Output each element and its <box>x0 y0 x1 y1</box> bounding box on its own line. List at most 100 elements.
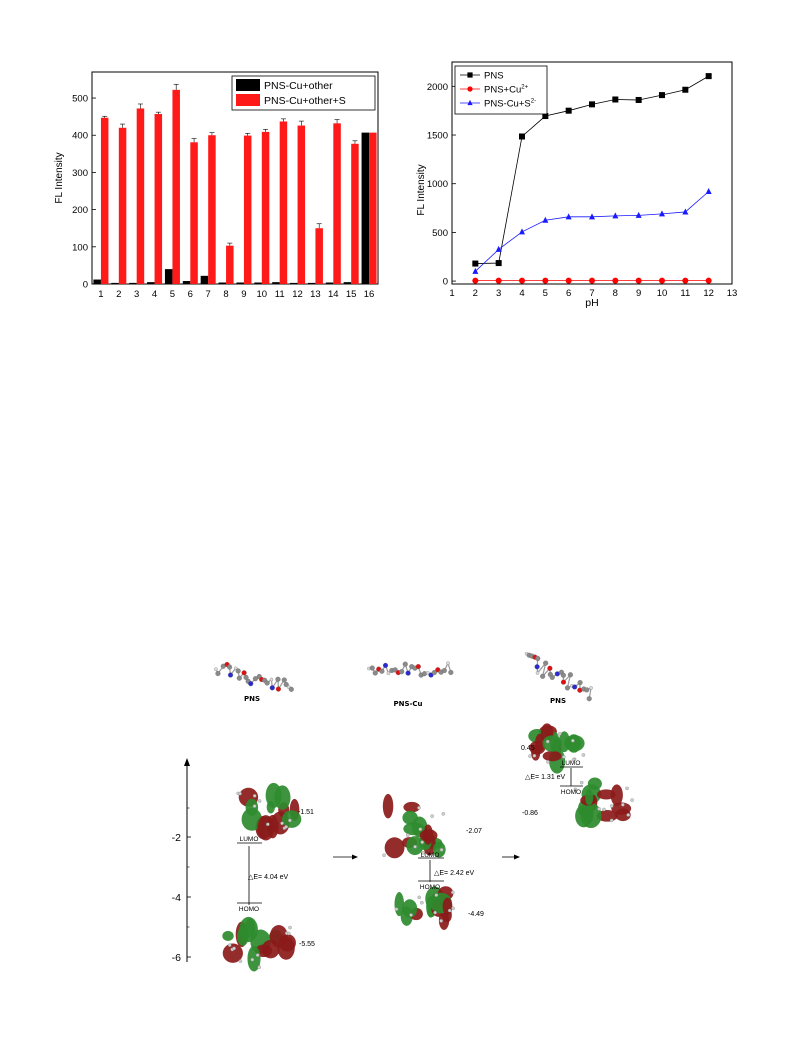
atom <box>609 818 614 823</box>
atom <box>534 664 540 670</box>
data-point <box>612 277 619 284</box>
atom <box>215 670 221 677</box>
orbital-lobe <box>596 810 618 822</box>
pnscu-lumo-value: -2.07 <box>466 828 482 835</box>
atom <box>382 853 386 857</box>
atom <box>379 668 385 674</box>
line-series-group <box>472 73 712 284</box>
data-point <box>519 133 525 140</box>
bar-series-group <box>93 83 377 284</box>
atom <box>288 686 294 692</box>
line-x-tick-label: 8 <box>613 288 618 299</box>
pnscu-homo-value: -4.49 <box>468 911 484 918</box>
atom <box>399 669 405 675</box>
line-x-tick-label: 1 <box>449 288 454 299</box>
orbital-lobe <box>403 822 425 836</box>
orbital-lobe <box>432 841 446 858</box>
atom <box>235 668 241 674</box>
atom <box>528 754 532 758</box>
data-point <box>612 96 619 103</box>
atom <box>394 907 399 911</box>
atom <box>448 669 454 675</box>
orbital-lobe <box>610 784 623 806</box>
energy-level-diagram: -2 -4 -6 PNS PNS-Cu PNS LUMO △E= 4.04 eV L… <box>172 651 634 972</box>
bar <box>93 279 101 284</box>
line-y-tick-label: 1000 <box>427 179 448 190</box>
pns-gap-label: △E= 4.04 eV <box>248 874 289 881</box>
bar-legend-label-black: PNS-Cu+other <box>264 80 333 92</box>
atom <box>546 760 550 764</box>
bar <box>243 135 252 284</box>
pns2-homo-value: -0.86 <box>522 810 538 817</box>
atom <box>264 680 270 686</box>
legend-marker <box>467 86 473 92</box>
molecule-label-pns-1: PNS <box>244 695 260 703</box>
data-point <box>472 277 479 284</box>
bar-plot-frame <box>91 71 379 285</box>
bar-x-tick-label: 16 <box>364 289 375 300</box>
pnscu-gap-label: △E= 2.42 eV <box>434 870 475 877</box>
atom <box>402 661 408 667</box>
atom <box>560 672 566 678</box>
data-point <box>682 86 689 93</box>
bar-y-tick-label: 400 <box>72 131 88 142</box>
molecule-structure <box>214 661 294 692</box>
atom <box>447 908 452 913</box>
series-line <box>475 191 709 272</box>
line-y-axis: 0 500 1000 1500 2000 <box>427 82 456 288</box>
energy-axis-ticks: -2 -4 -6 <box>172 807 191 964</box>
bar <box>226 245 234 284</box>
data-point <box>542 113 549 120</box>
bar-x-tick-label: 3 <box>134 289 139 300</box>
atom <box>549 674 555 680</box>
orbital-lobe <box>580 803 602 829</box>
atom <box>421 671 428 677</box>
bar <box>369 132 377 284</box>
bar <box>129 282 137 284</box>
data-point <box>635 277 642 284</box>
atom <box>558 732 562 736</box>
orbital-lobe <box>394 892 405 917</box>
atom <box>252 794 257 798</box>
line-x-tick-label: 13 <box>727 288 738 299</box>
bar <box>333 123 341 284</box>
atom <box>232 946 236 951</box>
bar <box>208 135 216 284</box>
atom <box>571 738 575 743</box>
bar <box>100 117 109 284</box>
atom <box>589 686 593 690</box>
atom <box>421 851 425 855</box>
atom <box>236 675 242 681</box>
bar <box>136 108 145 284</box>
orbital-lobe <box>239 916 258 943</box>
bar <box>351 143 359 284</box>
data-point <box>659 210 665 217</box>
pns-homo-label: HOMO <box>239 906 259 913</box>
orbital-lobe <box>587 777 602 790</box>
bar <box>297 125 306 284</box>
orbital-lobe <box>384 837 405 859</box>
atom <box>257 965 261 969</box>
bar <box>190 142 198 284</box>
atom <box>417 806 421 810</box>
data-point <box>472 260 479 267</box>
atom <box>238 791 242 796</box>
data-point <box>682 208 689 215</box>
orbital-images <box>222 723 634 972</box>
atom <box>602 807 606 812</box>
atom <box>386 671 391 675</box>
atom <box>609 804 614 808</box>
atom <box>255 953 260 957</box>
atom <box>266 822 270 827</box>
bar-x-tick-label: 5 <box>170 289 175 300</box>
atom <box>269 685 275 691</box>
bar-y-axis-label: FL Intensity <box>54 152 65 203</box>
legend-label: PNS-Cu+S2- <box>484 99 536 110</box>
bar <box>290 282 298 284</box>
atom <box>415 664 421 670</box>
orbital-lobe <box>403 801 421 813</box>
bar <box>236 282 244 284</box>
atom <box>540 673 546 679</box>
